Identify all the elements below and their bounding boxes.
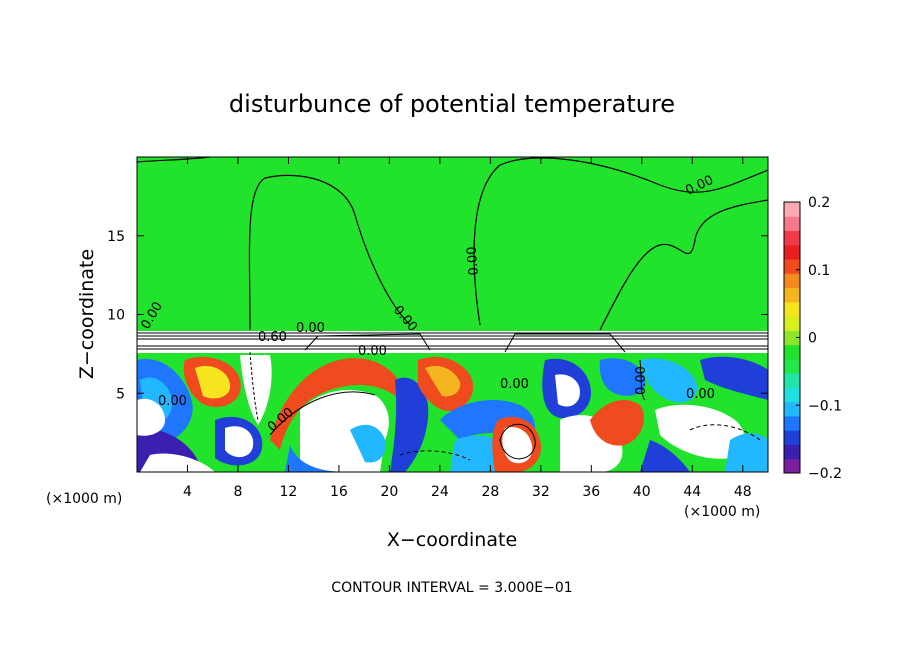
colorbar-swatch: [784, 244, 800, 260]
colorbar-swatch: [784, 330, 800, 346]
colorbar-swatch: [784, 202, 800, 217]
x-tick-label: 20: [380, 484, 398, 500]
x-tick-label: 40: [633, 484, 651, 500]
x-tick-label: 36: [582, 484, 600, 500]
contour-label: 0.00: [500, 377, 529, 392]
turbulence-pattern: [137, 355, 768, 472]
x-tick-label: 4: [183, 484, 192, 500]
colorbar-tick-label: −0.2: [808, 466, 842, 482]
contour-label: 0.00: [465, 246, 482, 276]
colorbar-swatch: [784, 216, 800, 232]
colorbar-swatch: [784, 401, 800, 417]
colorbar-swatch: [784, 373, 800, 388]
upper-contours: [137, 157, 768, 331]
contour-label: 0.00: [634, 366, 649, 395]
lower-contours: [269, 359, 761, 461]
colorbar-tick-label: −0.1: [808, 398, 842, 414]
colorbar-swatch: [784, 358, 800, 374]
colorbar-swatch: [784, 415, 800, 431]
colorbar-swatch: [784, 444, 800, 460]
colorbar-swatch: [784, 273, 800, 289]
colorbar-swatch: [784, 316, 800, 331]
x-tick-label: 16: [330, 484, 348, 500]
upper-layer-fill: [137, 157, 768, 332]
x-unit-left: (×1000 m): [46, 491, 122, 507]
colorbar-swatch: [784, 458, 800, 474]
x-axis-label: X−coordinate: [387, 529, 517, 551]
contour-label: 0.00: [686, 387, 715, 402]
colorbar-swatch: [784, 301, 800, 317]
band-contours: [137, 332, 768, 421]
colorbar-swatch: [784, 387, 800, 403]
colorbar-swatch: [784, 287, 800, 303]
plot-area: 0.00 0.00 0.00 0.00 0.00 0.00 0.00 0.00 …: [137, 157, 768, 472]
colorbar-tick-label: 0.1: [808, 263, 830, 279]
y-tick-label: 10: [107, 308, 125, 324]
x-tick-label: 48: [734, 484, 752, 500]
colorbar-swatch: [784, 230, 800, 246]
colorbar-tick-label: 0: [808, 331, 817, 347]
x-unit-right: (×1000 m): [684, 504, 760, 520]
colorbar-swatch: [784, 344, 800, 360]
x-tick-label: 8: [233, 484, 242, 500]
y-tick-label: 15: [107, 229, 125, 245]
colorbar-tick-label: 0.2: [808, 195, 830, 211]
y-axis: 5 10 15: [107, 229, 768, 402]
contour-interval: CONTOUR INTERVAL = 3.000E−01: [331, 580, 572, 596]
contour-label: 0.00: [158, 394, 187, 409]
contour-label: 0.00: [358, 344, 387, 359]
contour-label: 0.00: [296, 321, 325, 336]
x-axis: 4 8 12 16 20 24 28 32 36 40 44 48: [183, 157, 752, 500]
x-tick-label: 32: [532, 484, 550, 500]
x-tick-label: 12: [280, 484, 298, 500]
y-axis-label: Z−coordinate: [76, 249, 98, 379]
chart-title: disturbunce of potential temperature: [229, 90, 675, 118]
x-tick-label: 44: [683, 484, 701, 500]
x-tick-label: 24: [431, 484, 449, 500]
x-tick-label: 28: [481, 484, 499, 500]
colorbar: 0.2 0.1 0 −0.1 −0.2: [783, 195, 842, 482]
y-tick-label: 5: [116, 386, 125, 402]
contour-label: 0.60: [258, 330, 287, 345]
colorbar-swatch: [784, 259, 800, 274]
colorbar-swatch: [784, 430, 800, 445]
inversion-band: [137, 331, 768, 353]
